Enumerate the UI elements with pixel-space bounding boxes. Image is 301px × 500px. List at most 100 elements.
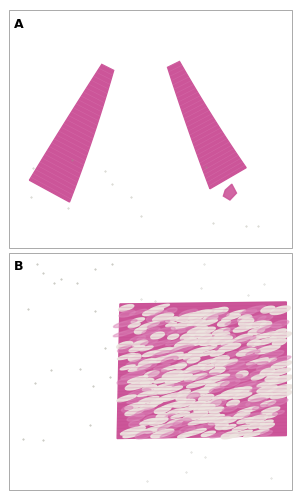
- Polygon shape: [127, 397, 147, 404]
- Polygon shape: [260, 322, 272, 328]
- Polygon shape: [176, 312, 200, 322]
- Polygon shape: [154, 348, 172, 354]
- Polygon shape: [163, 352, 183, 360]
- Polygon shape: [151, 397, 171, 403]
- Polygon shape: [161, 401, 185, 409]
- Polygon shape: [132, 340, 148, 347]
- Polygon shape: [29, 64, 114, 202]
- Polygon shape: [128, 364, 151, 372]
- Polygon shape: [257, 315, 273, 322]
- Polygon shape: [167, 328, 185, 336]
- Polygon shape: [195, 320, 218, 327]
- Polygon shape: [232, 425, 250, 431]
- Polygon shape: [239, 318, 254, 326]
- Polygon shape: [176, 358, 197, 366]
- Polygon shape: [230, 430, 252, 438]
- Polygon shape: [247, 346, 265, 352]
- Polygon shape: [258, 358, 277, 364]
- Polygon shape: [259, 423, 274, 430]
- Polygon shape: [154, 384, 174, 391]
- Polygon shape: [261, 306, 275, 313]
- Polygon shape: [122, 406, 133, 412]
- Polygon shape: [197, 423, 215, 430]
- Polygon shape: [199, 368, 221, 376]
- Polygon shape: [233, 392, 252, 399]
- Polygon shape: [227, 310, 246, 316]
- Polygon shape: [120, 426, 145, 435]
- Polygon shape: [119, 304, 134, 311]
- Polygon shape: [156, 413, 168, 420]
- Polygon shape: [121, 370, 145, 379]
- Polygon shape: [237, 406, 259, 414]
- Polygon shape: [257, 385, 277, 393]
- Polygon shape: [146, 315, 158, 322]
- Polygon shape: [117, 354, 135, 360]
- Polygon shape: [194, 406, 205, 412]
- Polygon shape: [135, 328, 146, 334]
- Polygon shape: [237, 418, 253, 424]
- Polygon shape: [204, 374, 230, 382]
- Polygon shape: [257, 324, 282, 333]
- Polygon shape: [248, 328, 265, 335]
- Polygon shape: [178, 432, 193, 438]
- Polygon shape: [187, 392, 200, 400]
- Polygon shape: [165, 376, 183, 384]
- Polygon shape: [206, 312, 229, 322]
- Polygon shape: [218, 320, 231, 326]
- Polygon shape: [247, 340, 261, 346]
- Polygon shape: [261, 400, 276, 406]
- Polygon shape: [225, 320, 242, 325]
- Polygon shape: [164, 308, 177, 314]
- Polygon shape: [213, 328, 230, 335]
- Polygon shape: [253, 404, 267, 410]
- Polygon shape: [219, 392, 239, 400]
- Polygon shape: [153, 327, 175, 336]
- Polygon shape: [215, 344, 229, 350]
- Polygon shape: [267, 368, 290, 376]
- Polygon shape: [254, 338, 277, 345]
- Polygon shape: [129, 336, 145, 342]
- Polygon shape: [126, 359, 147, 366]
- Polygon shape: [146, 340, 171, 347]
- Polygon shape: [210, 336, 232, 345]
- Polygon shape: [198, 394, 214, 402]
- Polygon shape: [195, 373, 220, 382]
- Polygon shape: [167, 409, 183, 414]
- Polygon shape: [174, 354, 192, 360]
- Polygon shape: [141, 340, 158, 345]
- Polygon shape: [131, 318, 144, 323]
- Polygon shape: [120, 364, 135, 370]
- Polygon shape: [256, 362, 281, 370]
- Polygon shape: [257, 380, 278, 387]
- Polygon shape: [129, 310, 147, 315]
- Polygon shape: [201, 431, 215, 436]
- Polygon shape: [269, 375, 293, 384]
- Polygon shape: [236, 348, 256, 356]
- Polygon shape: [234, 412, 250, 418]
- Polygon shape: [149, 418, 168, 426]
- Polygon shape: [227, 400, 239, 406]
- Polygon shape: [128, 354, 141, 362]
- Polygon shape: [220, 370, 242, 379]
- Polygon shape: [163, 346, 183, 352]
- Polygon shape: [142, 384, 157, 391]
- Polygon shape: [210, 432, 225, 438]
- Polygon shape: [233, 325, 252, 332]
- Polygon shape: [250, 370, 266, 376]
- Polygon shape: [160, 430, 181, 438]
- Polygon shape: [167, 419, 184, 426]
- Polygon shape: [209, 368, 225, 374]
- Polygon shape: [244, 429, 269, 437]
- Polygon shape: [239, 310, 257, 316]
- Polygon shape: [200, 350, 215, 356]
- Polygon shape: [260, 368, 275, 376]
- Polygon shape: [117, 302, 286, 438]
- Polygon shape: [175, 338, 198, 348]
- Polygon shape: [229, 362, 254, 371]
- Polygon shape: [235, 386, 252, 394]
- Polygon shape: [180, 334, 194, 340]
- Polygon shape: [214, 308, 228, 314]
- Polygon shape: [151, 429, 174, 438]
- Polygon shape: [179, 370, 192, 378]
- Polygon shape: [223, 184, 237, 200]
